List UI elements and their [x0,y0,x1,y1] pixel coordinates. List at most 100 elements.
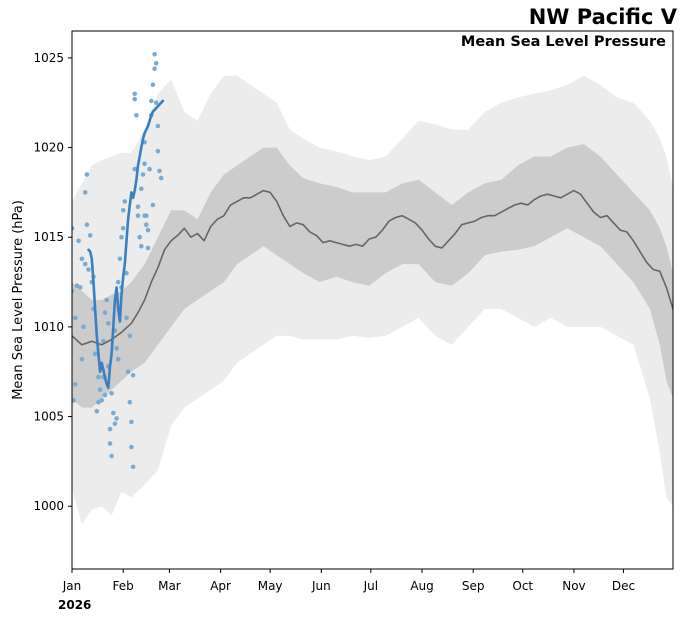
scatter-point [96,374,101,380]
scatter-point [139,243,144,249]
scatter-point [122,199,128,204]
scatter-point [86,267,91,272]
y-axis: 1000 1005 1010 1015 1020 1025 [33,51,72,513]
y-tick-label: 1025 [33,51,64,65]
scatter-point [115,279,121,285]
scatter-point [150,82,156,88]
scatter-point [109,453,114,459]
scatter-point [150,202,156,208]
x-tick-label: Apr [210,579,231,593]
scatter-point [155,148,161,154]
scatter-point [111,410,116,416]
scatter-point [152,52,157,57]
scatter-point [125,369,131,375]
y-tick-label: 1000 [33,499,64,513]
x-tick-label: Dec [612,579,635,593]
scatter-point [114,416,119,421]
chart-title: NW Pacific V [529,5,678,29]
scatter-point [106,321,111,326]
interquartile-band [72,144,673,408]
scatter-point [97,387,103,393]
scatter-point [135,213,141,218]
scatter-point [142,213,147,218]
scatter-point [84,172,90,177]
scatter-point [140,172,146,177]
x-tick-label: Mar [158,579,181,593]
scatter-point [145,245,151,251]
scatter-point [145,227,151,233]
x-tick-label: Feb [113,579,134,593]
x-tick-label: Aug [410,579,433,593]
y-tick-label: 1010 [33,320,64,334]
scatter-point [132,166,137,172]
scatter-point [99,398,104,403]
scatter-point [129,444,134,450]
scatter-point [102,392,108,398]
scatter-point [132,91,137,97]
scatter-point [114,346,119,351]
scatter-point [101,338,106,344]
scatter-point [94,408,100,414]
scatter-point [84,222,90,227]
scatter-point [82,190,88,195]
climatology-line [72,189,673,346]
scatter-point [127,333,133,339]
scatter-point [115,356,121,362]
scatter-point [132,96,137,102]
scatter-point [139,186,144,192]
scatter-point [158,175,164,181]
scatter-point [120,226,126,231]
scatter-point [144,222,149,227]
scatter-point [153,61,159,66]
scatter-point [82,261,88,267]
chart-subtitle: Mean Sea Level Pressure [461,34,666,50]
scatter-point [72,398,76,403]
scatter-point [72,288,75,294]
scatter-point [87,233,93,238]
x-axis: Jan Feb Mar Apr May Jun Jul Aug Sep Oct Nov Dec [62,569,635,593]
scatter-point [120,208,126,213]
plot-frame [71,30,674,570]
scatter-point [79,256,85,262]
scatter-point [155,123,161,129]
scatter-point [127,399,133,405]
scatter-point [129,419,134,425]
scatter-point [81,324,86,330]
x-tick-label: Oct [512,579,533,593]
x-tick-label: Sep [462,579,485,593]
scatter-point [102,310,108,315]
scatter-point [73,315,78,321]
scatter-point [76,238,81,244]
y-tick-label: 1020 [33,141,64,155]
scatter-point [112,421,118,427]
scatter-point [79,356,85,362]
x-tick-label: Nov [562,579,585,593]
scatter-point [109,391,114,396]
scatter-point [134,113,139,118]
x-tick-label: May [258,579,283,593]
scatter-point [74,283,80,289]
scatter-point [152,66,157,71]
x-tick-label: Jun [311,579,331,593]
x-tick-label: Jul [363,579,378,593]
scatter-point [124,315,129,321]
plot-area [71,30,674,570]
scatter-point [104,297,109,303]
scatter-point [117,256,123,262]
year-label: 2026 [58,598,91,612]
scatter-point [107,441,113,446]
scatter-point [135,204,141,209]
scatter-point [92,351,98,357]
scatter-point [142,161,147,166]
scatter-point [119,234,124,240]
scatter-point [137,234,142,240]
y-tick-label: 1005 [33,410,64,424]
scatter-point [147,166,152,172]
plot-contents [72,52,673,525]
scatter-point [153,100,159,105]
scatter-point [124,270,129,276]
x-tick-label: Jan [62,579,82,593]
scatter-point [73,382,78,387]
scatter-point [130,373,136,378]
